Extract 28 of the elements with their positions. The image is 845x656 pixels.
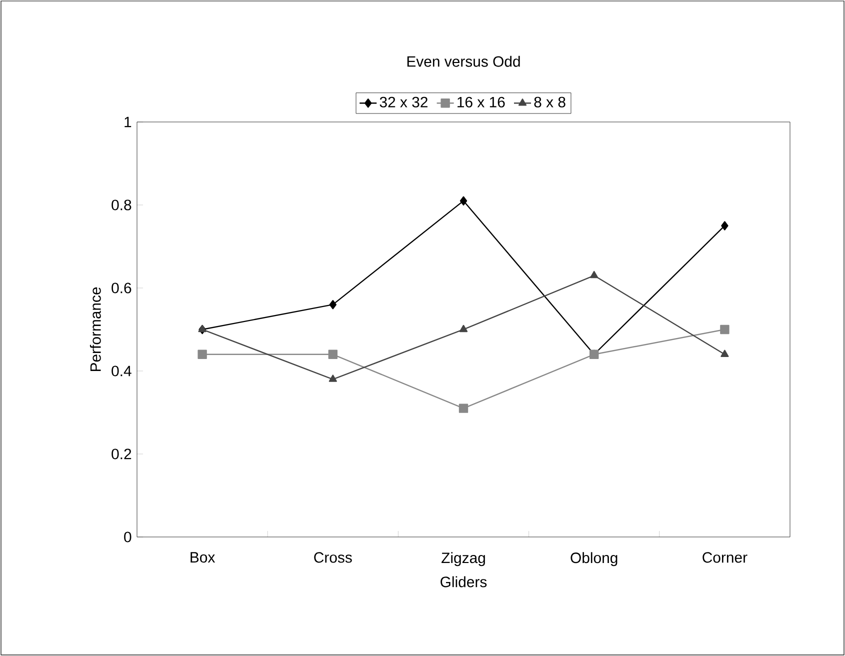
point [198,350,207,359]
x-axis-title: Gliders [440,576,487,588]
chart-title: Even versus Odd [407,56,520,67]
x-tick-label: Zigzag [442,552,485,566]
x-tick-label: Corner [702,552,748,563]
point [590,270,598,278]
point [329,300,337,310]
point [460,196,468,206]
legend-label: 32 x 32 [380,96,428,108]
point [458,404,468,413]
y-tick-label: 1 [124,116,132,128]
y-tick-label: 0.6 [112,282,132,294]
x-tick-label: Oblong [570,552,618,566]
y-tick-label: 0.8 [112,200,132,210]
legend-label: 16 x 16 [458,96,505,108]
point [459,324,468,332]
point [720,350,729,357]
legend-label: 8 x 8 [534,96,566,108]
y-tick-label: 0 [124,532,132,542]
x-tick-label: Box [190,552,216,563]
y-tick-label: 0.2 [112,448,132,460]
point [720,324,730,334]
y-tick-label: 0.4 [112,366,132,376]
point [328,350,338,359]
x-tick-label: Cross [314,552,352,563]
y-axis-title: Performance [90,287,101,372]
point [721,221,728,230]
point [328,374,337,382]
